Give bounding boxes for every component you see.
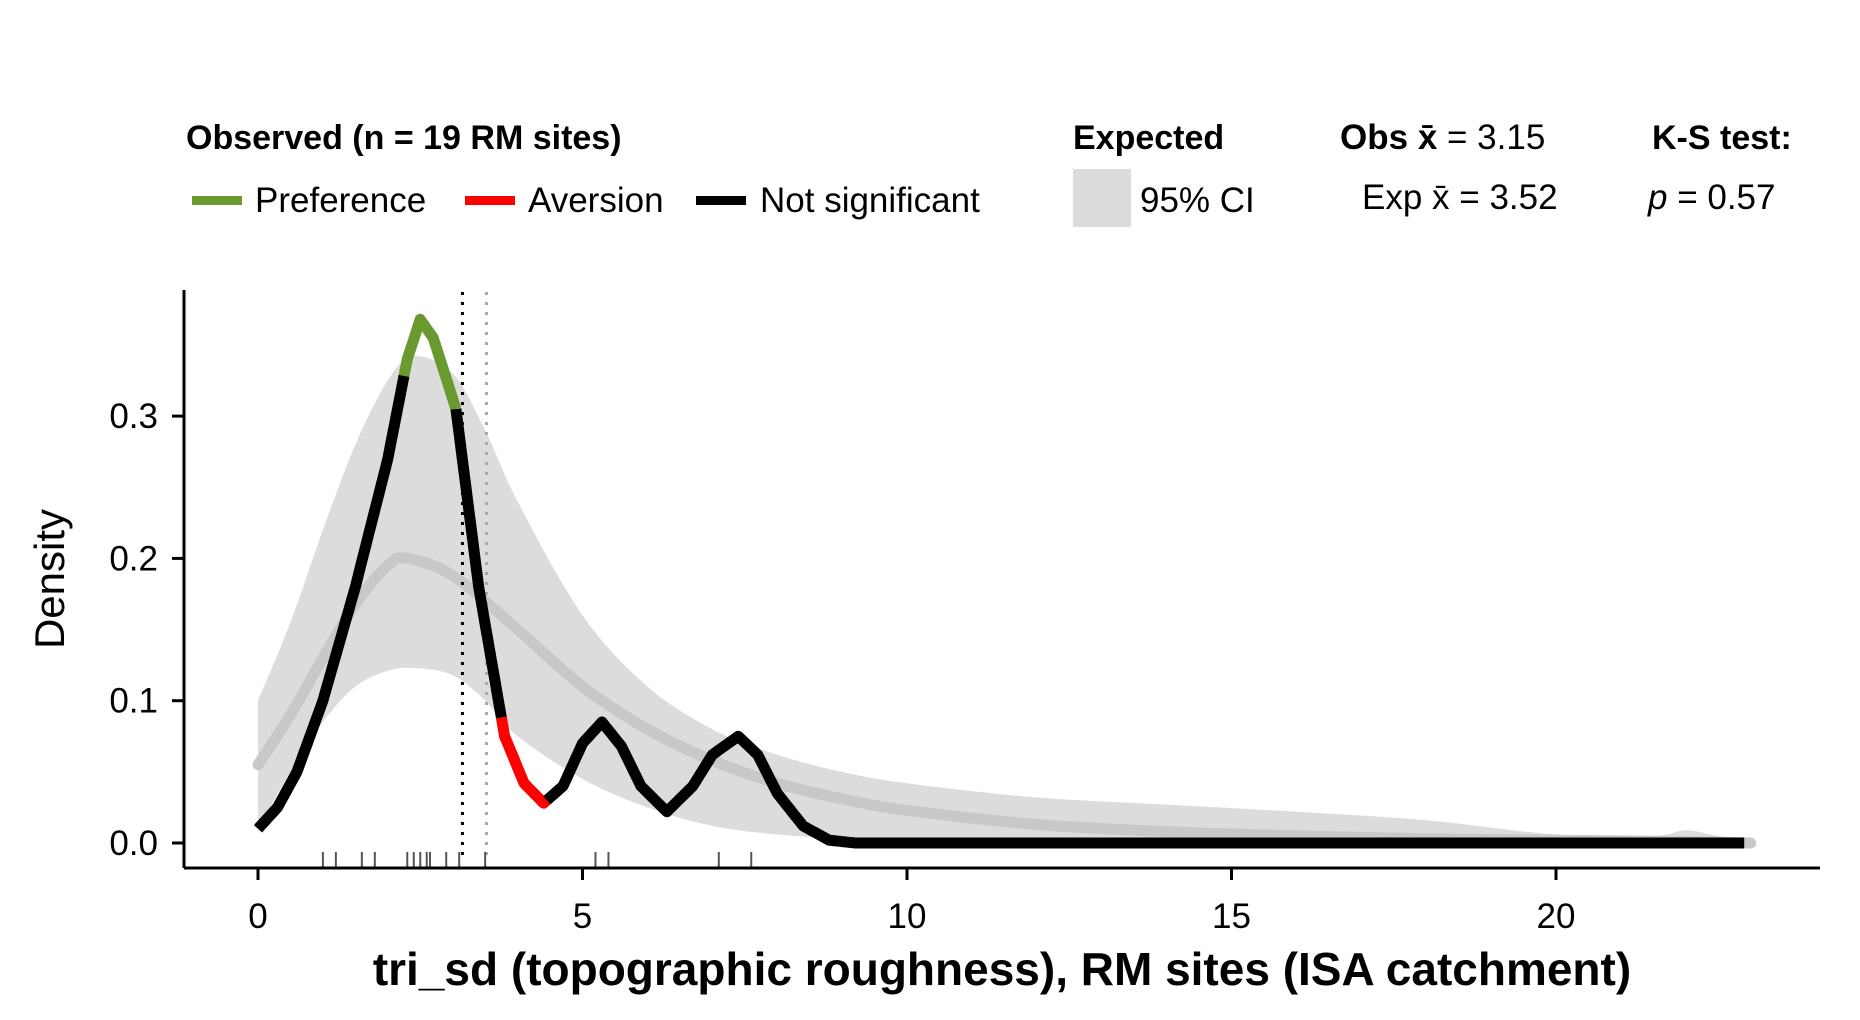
legend-exp-mean-prefix: Exp <box>1362 178 1422 217</box>
legend-ks-title: K-S test: <box>1652 119 1792 157</box>
legend-obs-mean: Obs x̄ = 3.15 <box>1340 118 1545 157</box>
y-tick-label: 0.0 <box>109 824 158 863</box>
legend-preference-swatch <box>192 196 242 205</box>
observed-curve-segment-aversion <box>495 716 551 809</box>
legend-obs-mean-prefix: Obs <box>1340 118 1408 157</box>
x-ticks: 0 5 10 15 20 <box>248 868 1575 936</box>
observed-curve-segment-preference <box>398 313 462 411</box>
legend-exp-mean: Exp x̄ = 3.52 <box>1362 178 1558 217</box>
x-tick-label: 20 <box>1537 897 1576 936</box>
y-ticks: 0.0 0.1 0.2 0.3 <box>109 397 184 863</box>
legend-obs-mean-value: = 3.15 <box>1447 118 1545 157</box>
x-tick-label: 5 <box>573 897 592 936</box>
legend-ks-p-symbol: p <box>1647 178 1667 217</box>
legend-ci-label: 95% CI <box>1140 181 1255 220</box>
legend-aversion-label: Aversion <box>528 181 664 220</box>
x-axis-label: tri_sd (topographic roughness), RM sites… <box>373 943 1631 995</box>
legend-ks-p: p = 0.57 <box>1647 178 1776 217</box>
legend-expected-title: Expected <box>1073 119 1224 157</box>
legend-exp-mean-symbol: x̄ <box>1432 178 1450 217</box>
observed-curve-layer <box>253 313 1747 849</box>
legend-aversion-swatch <box>465 196 515 205</box>
legend-exp-mean-value: = 3.52 <box>1459 178 1557 217</box>
legend-observed-title: Observed (n = 19 RM sites) <box>186 119 622 157</box>
legend-ci-swatch <box>1073 169 1131 227</box>
x-tick-label: 15 <box>1212 897 1251 936</box>
observed-curve-segment-not-significant <box>543 716 1747 849</box>
y-axis-label: Density <box>26 509 73 649</box>
x-tick-label: 10 <box>888 897 927 936</box>
observed-curve-segment-not-significant <box>450 408 507 719</box>
y-tick-label: 0.1 <box>109 682 158 721</box>
legend-ks-p-value: = 0.57 <box>1677 178 1775 217</box>
legend: Observed (n = 19 RM sites) Preference Av… <box>186 118 1792 227</box>
observed-curve-segment-not-significant <box>253 374 410 833</box>
legend-obs-mean-symbol: x̄ <box>1418 118 1438 157</box>
rug-layer <box>321 852 753 867</box>
legend-not-significant-swatch <box>696 196 746 205</box>
x-tick-label: 0 <box>248 897 267 936</box>
y-tick-label: 0.2 <box>109 539 158 578</box>
legend-not-significant-label: Not significant <box>760 181 980 220</box>
legend-preference-label: Preference <box>255 181 426 220</box>
y-tick-label: 0.3 <box>109 397 158 436</box>
